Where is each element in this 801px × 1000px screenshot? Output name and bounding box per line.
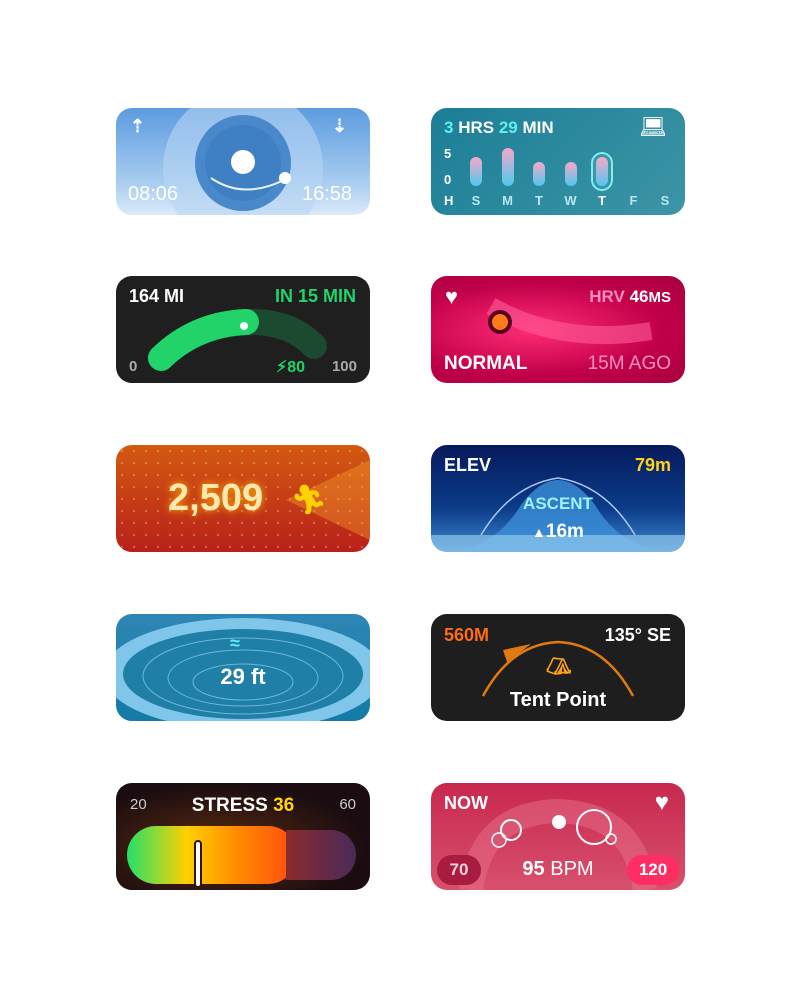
elevation-label: ELEV (444, 455, 492, 475)
up-triangle-icon: ▲ (532, 524, 546, 540)
day-label: S (471, 193, 481, 208)
eta: IN 15 MIN (274, 286, 356, 306)
y-min-label: 0 (444, 172, 452, 187)
now-label: NOW (444, 793, 488, 813)
stress-value: STRESS 36 (191, 795, 295, 816)
range: 164 MI (129, 286, 185, 306)
day-label: F (629, 193, 638, 208)
hrv-time: 15M AGO (587, 353, 671, 374)
sunrise-time: 08:06 (128, 183, 179, 205)
unit-label: H (444, 193, 454, 208)
low-badge: 70 (437, 855, 481, 885)
heart-rate-widget[interactable]: NOW ♥ 70 95 BPM 120 (431, 783, 685, 890)
stress-gauge (127, 826, 297, 884)
elevation-curve (431, 477, 685, 552)
bearing: 135° SE (604, 625, 671, 645)
compass-arc (481, 640, 635, 697)
usage-bar[interactable] (470, 157, 482, 186)
sun-dial (163, 108, 323, 215)
hrv-status: NORMAL (444, 353, 528, 374)
distance: 560M (444, 625, 490, 645)
daylight-widget[interactable]: ⇡ ⇣ 08:06 16:58 (116, 108, 370, 215)
screen-time-total: 3 HRS 29 MIN (444, 118, 554, 137)
usage-bar[interactable] (533, 162, 545, 186)
day-label: W (564, 193, 577, 208)
depth-value: 29 ft (220, 664, 266, 689)
hrv-value: HRV 46MS (589, 287, 671, 306)
laptop-icon: 💻︎ (639, 114, 667, 139)
stress-widget[interactable]: 20 STRESS 36 60 (116, 783, 370, 890)
hrv-wave (486, 298, 653, 345)
heart-rate-bubbles (459, 798, 657, 890)
elevation-widget[interactable]: ELEV 79m ASCENT ▲16m (431, 445, 685, 552)
heart-icon: ♥ (445, 284, 459, 309)
tent-icon: ⛺︎ (546, 656, 572, 678)
day-label: T (598, 193, 606, 208)
gauge-track (286, 830, 356, 880)
stress-marker (194, 840, 202, 888)
usage-bar[interactable] (596, 157, 608, 186)
day-label: M (502, 193, 513, 208)
sunset-time: 16:58 (302, 183, 353, 205)
max-label: 100 (331, 358, 357, 375)
depth-widget[interactable]: ≈ 29 ft (116, 614, 370, 721)
steps-widget[interactable]: 2,509 🏃︎ (116, 445, 370, 552)
day-label: S (660, 193, 670, 208)
usage-bar[interactable] (564, 162, 577, 186)
water-depth-icon: ≈ (230, 633, 240, 653)
ascent-label: ASCENT (523, 494, 593, 513)
waypoint-name: Tent Point (509, 689, 607, 711)
ascent-value: ▲16m (532, 521, 584, 542)
running-figure-icon: 🏃︎ (291, 484, 327, 515)
charge-level: ⚡︎80 (276, 359, 306, 376)
screen-time-widget[interactable]: 3 HRS 29 MIN 💻︎ 5 0 H S M T W T F S (431, 108, 685, 215)
min-label: 20 (130, 796, 147, 813)
hrv-widget[interactable]: ♥ HRV 46MS NORMAL 15M AGO (431, 276, 685, 383)
elevation-value: 79m (634, 455, 671, 475)
ripple-rings (116, 618, 370, 721)
bolt-icon: ⚡︎ (276, 359, 288, 376)
min-label: 0 (129, 358, 138, 375)
max-label: 60 (339, 796, 356, 813)
heart-icon: ♥ (654, 789, 669, 816)
step-count: 2,509 (168, 477, 264, 519)
high-badge: 120 (627, 855, 679, 885)
light-rays (286, 460, 370, 540)
waypoint-widget[interactable]: 560M 135° SE ⛺︎ Tent Point (431, 614, 685, 721)
y-max-label: 5 (444, 146, 452, 161)
ev-charge-widget[interactable]: 164 MI IN 15 MIN 0 ⚡︎80 100 (116, 276, 370, 383)
sunset-icon: ⇣ (332, 116, 348, 136)
bpm-value: 95 BPM (522, 858, 594, 880)
charge-arc (148, 308, 327, 371)
usage-bar[interactable] (501, 147, 514, 186)
day-label: T (535, 193, 543, 208)
sunrise-icon: ⇡ (130, 116, 146, 136)
